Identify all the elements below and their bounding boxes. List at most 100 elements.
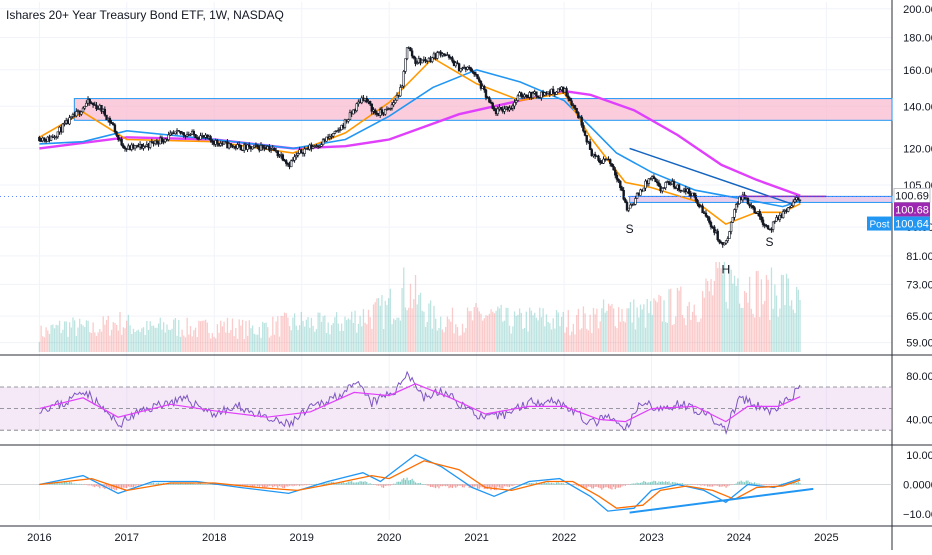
volume-bar xyxy=(599,321,601,352)
candle-body xyxy=(296,153,300,156)
macd-histogram-bar xyxy=(346,482,348,485)
volume-bar xyxy=(495,310,497,352)
volume-bar xyxy=(48,333,51,352)
candle-body xyxy=(320,144,323,147)
macd-histogram-bar xyxy=(633,483,635,485)
volume-bar xyxy=(124,328,126,352)
volume-bar xyxy=(251,325,254,352)
volume-bar xyxy=(785,273,788,352)
volume-bar xyxy=(547,321,549,352)
volume-bar xyxy=(404,307,407,352)
candle-body xyxy=(551,88,555,93)
volume-bar xyxy=(436,330,438,352)
macd-histogram-bar xyxy=(273,484,276,487)
macd-histogram-bar xyxy=(287,484,289,487)
candle-body xyxy=(520,92,523,97)
macd-histogram-bar xyxy=(451,484,454,489)
volume-bar xyxy=(478,311,480,352)
volume-bar xyxy=(461,323,464,352)
macd-histogram-bar xyxy=(215,484,217,485)
volume-bar xyxy=(794,313,796,352)
trend-line-layer xyxy=(0,147,892,205)
candle-body xyxy=(478,78,481,82)
macd-histogram-bar xyxy=(532,482,534,485)
annotation-layer: S H S xyxy=(626,222,774,276)
candle-body xyxy=(573,105,577,109)
macd-histogram-bar xyxy=(718,484,720,487)
candle-body xyxy=(499,107,503,110)
macd-tick-label: 10.00 xyxy=(906,450,932,462)
macd-histogram-bar xyxy=(404,479,406,485)
candle-body xyxy=(236,144,239,149)
volume-bar xyxy=(644,327,647,352)
macd-histogram-bar xyxy=(97,484,99,487)
volume-bar xyxy=(723,262,726,352)
macd-histogram-bar xyxy=(683,484,685,485)
candle-body xyxy=(290,160,293,168)
macd-histogram-bar xyxy=(584,484,586,488)
volume-bar xyxy=(790,300,793,352)
volume-bar xyxy=(542,308,544,352)
candle-body xyxy=(321,139,325,145)
volume-bar xyxy=(156,327,158,352)
candle-body xyxy=(726,238,729,241)
volume-bar xyxy=(505,307,507,352)
volume-bar xyxy=(134,332,136,352)
volume-bar xyxy=(742,307,744,352)
candle-body xyxy=(639,189,642,196)
volume-bar xyxy=(428,303,430,352)
macd-histogram-bar xyxy=(337,483,339,485)
candle-body xyxy=(268,146,271,151)
volume-bar xyxy=(540,317,543,352)
candle-body xyxy=(194,134,197,138)
macd-histogram-bar xyxy=(297,484,299,486)
candle-body xyxy=(644,180,647,189)
volume-bar xyxy=(381,295,383,352)
macd-histogram-bar xyxy=(315,483,317,485)
macd-histogram-bar xyxy=(463,484,465,488)
candle-body xyxy=(338,129,342,131)
macd-histogram-bar xyxy=(529,483,531,485)
macd-histogram-bar xyxy=(75,483,77,485)
candle-body xyxy=(793,199,797,203)
candle-body xyxy=(760,216,763,221)
candle-body xyxy=(293,156,296,161)
volume-bar xyxy=(552,318,554,352)
volume-bar xyxy=(65,321,67,352)
macd-histogram-bar xyxy=(616,484,618,488)
candle-body xyxy=(325,136,328,142)
candle-body xyxy=(610,163,614,167)
macd-histogram-bar xyxy=(460,484,462,486)
x-tick-label: 2016 xyxy=(27,532,51,544)
macd-histogram-bar xyxy=(379,484,381,486)
volume-bar xyxy=(755,271,758,352)
volume-bar xyxy=(638,317,640,352)
macd-histogram-bar xyxy=(712,484,714,487)
candle-body xyxy=(38,136,41,142)
candle-body xyxy=(473,71,476,75)
macd-histogram-bar xyxy=(796,482,798,485)
candle-body xyxy=(68,117,71,125)
candle-body xyxy=(661,188,664,192)
macd-histogram-bar xyxy=(416,483,418,485)
candle-body xyxy=(400,85,404,88)
macd-histogram-bar xyxy=(738,481,741,485)
volume-bar xyxy=(38,341,41,352)
volume-bar xyxy=(718,262,721,352)
axes-layer: 2016 2017 2018 2019 2020 2021 2022 2023 2024 2025… xyxy=(27,4,932,544)
volume-bar xyxy=(371,328,373,352)
volume-bar xyxy=(567,310,569,352)
macd-histogram-bar xyxy=(794,481,796,485)
price-badge-label: 100.64 xyxy=(895,219,929,231)
candle-body xyxy=(634,198,637,205)
volume-bar xyxy=(63,321,66,352)
volume-bar xyxy=(240,325,242,352)
volume-bar xyxy=(346,320,348,352)
volume-bar xyxy=(487,315,489,352)
macd-histogram-bar xyxy=(636,482,638,485)
macd-histogram-bar xyxy=(661,481,663,485)
volume-bar xyxy=(691,311,694,352)
macd-histogram-bar xyxy=(92,484,94,487)
candle-body xyxy=(773,220,776,223)
